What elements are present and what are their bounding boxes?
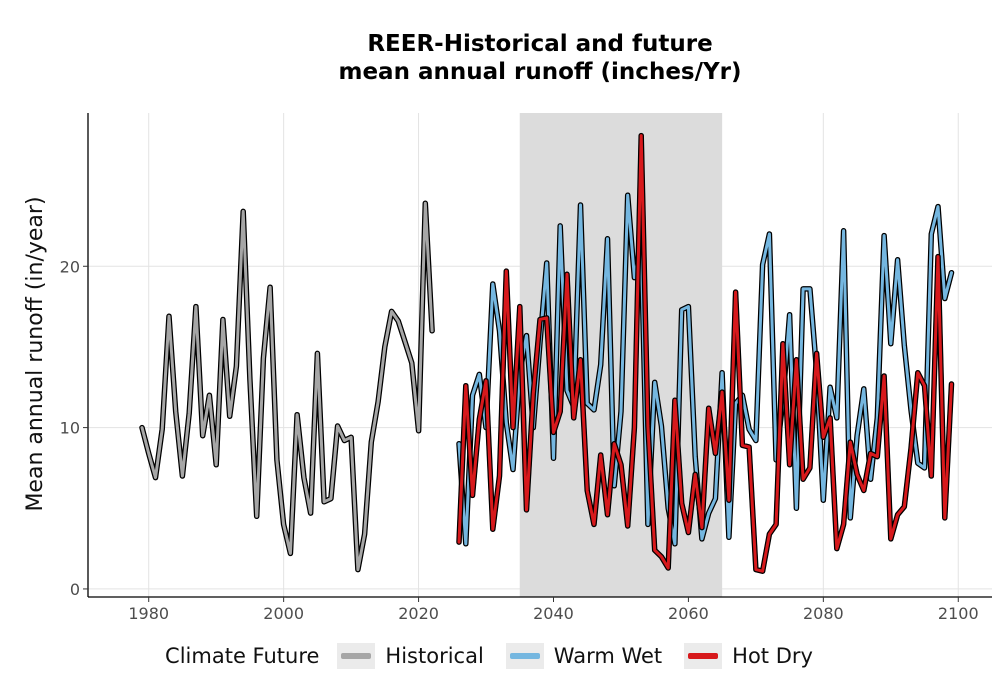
legend-label-historical: Historical	[385, 644, 484, 668]
legend-title: Climate Future	[165, 644, 320, 668]
chart-title: REER-Historical and future mean annual r…	[0, 30, 1000, 86]
x-tick-label: 2100	[938, 604, 979, 623]
historical-moving-average-line-outline	[139, 200, 435, 573]
x-tick-label: 2040	[533, 604, 574, 623]
chart-title-line-2: mean annual runoff (inches/Yr)	[338, 59, 742, 85]
x-tick-label: 2020	[398, 604, 439, 623]
x-tick-label: 1980	[128, 604, 169, 623]
x-tick-label: 2080	[803, 604, 844, 623]
legend-label-warm-wet: Warm Wet	[553, 644, 663, 668]
y-tick-label: 10	[60, 419, 80, 438]
y-tick-label: 20	[60, 257, 80, 276]
y-axis-label: Mean annual runoff (in/year)	[23, 196, 48, 511]
legend-key-historical	[337, 643, 376, 669]
legend-item-warm-wet: Warm Wet	[505, 643, 663, 669]
chart-title-line-1: REER-Historical and future	[367, 31, 713, 57]
series-lines	[139, 132, 955, 574]
legend-label-hot-dry: Hot Dry	[732, 644, 813, 668]
axes: 1980 2000 2020 2040 2060 2080 2100 0 10 20	[60, 113, 992, 623]
legend-item-historical: Historical	[337, 643, 484, 669]
x-tick-label: 2060	[668, 604, 709, 623]
legend-item-hot-dry: Hot Dry	[684, 643, 813, 669]
hot-dry-moving-average-line	[457, 134, 953, 573]
legend: Climate Future Historical Warm Wet Hot D…	[0, 640, 1000, 672]
legend-key-warm-wet	[505, 643, 544, 669]
x-tick-label: 2000	[263, 604, 304, 623]
legend-key-hot-dry	[684, 643, 723, 669]
historical-moving-average-line	[140, 201, 434, 572]
runoff-line-chart: 1980 2000 2020 2040 2060 2080 2100 0 10 20 Mean a…	[23, 113, 992, 623]
historical-series-line	[139, 200, 435, 573]
y-tick-label: 0	[70, 580, 80, 599]
